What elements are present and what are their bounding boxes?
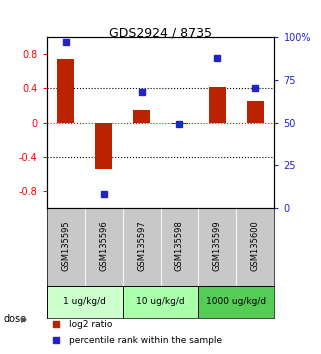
- Bar: [171, 122, 188, 124]
- Text: GDS2924 / 8735: GDS2924 / 8735: [109, 27, 212, 40]
- Text: 1000 ug/kg/d: 1000 ug/kg/d: [206, 297, 266, 306]
- Text: GSM135596: GSM135596: [99, 220, 108, 271]
- Text: GSM135599: GSM135599: [213, 220, 222, 271]
- Bar: [247, 101, 264, 122]
- Text: dose: dose: [3, 314, 26, 324]
- Text: GSM135595: GSM135595: [61, 220, 70, 271]
- Bar: [57, 58, 74, 122]
- Text: ▶: ▶: [21, 315, 27, 324]
- Text: GSM135598: GSM135598: [175, 220, 184, 271]
- Bar: [198, 286, 274, 318]
- Text: log2 ratio: log2 ratio: [69, 320, 113, 329]
- Text: percentile rank within the sample: percentile rank within the sample: [69, 336, 222, 345]
- Text: GSM135600: GSM135600: [251, 220, 260, 271]
- Bar: [47, 286, 123, 318]
- Text: 10 ug/kg/d: 10 ug/kg/d: [136, 297, 185, 306]
- Bar: [133, 110, 150, 122]
- Bar: [209, 87, 226, 122]
- Bar: [123, 286, 198, 318]
- Text: GSM135597: GSM135597: [137, 220, 146, 271]
- Text: 1 ug/kg/d: 1 ug/kg/d: [63, 297, 106, 306]
- Bar: [95, 122, 112, 170]
